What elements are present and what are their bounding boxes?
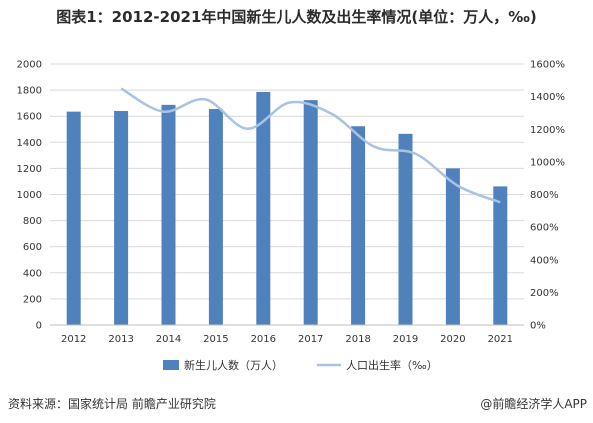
y-right-tick-label: 1000%	[530, 157, 565, 168]
bar	[114, 110, 129, 325]
y-left-tick-label: 1600	[17, 112, 42, 123]
legend-label-births: 新生儿人数（万人）	[184, 358, 283, 372]
y-left-tick-label: 1400	[17, 138, 42, 149]
x-tick-label: 2014	[156, 334, 181, 345]
y-left-tick-label: 0	[36, 321, 42, 332]
bar	[208, 109, 223, 326]
x-axis: 2012 2013 2014 2015 2016 2017 2018 2019 2020 2021	[50, 324, 524, 345]
y-right-tick-label: 200%	[530, 288, 559, 299]
y-left-tick-label: 400	[23, 268, 42, 279]
bar	[493, 186, 508, 325]
x-tick-label: 2015	[203, 334, 228, 345]
birth-rate-line	[120, 87, 501, 204]
bar	[303, 100, 318, 325]
y-right-tick-label: 1200%	[530, 125, 565, 136]
x-tick-label: 2021	[488, 334, 513, 345]
y-axis-right: 0% 200% 400% 600% 800% 1000% 1200% 1400% 1600%	[530, 60, 565, 332]
x-tick-label: 2013	[108, 334, 133, 345]
y-right-tick-label: 1400%	[530, 92, 565, 103]
y-right-tick-label: 800%	[530, 190, 559, 201]
line-series	[120, 87, 501, 204]
y-left-tick-label: 1200	[17, 164, 42, 175]
legend-bar-swatch	[163, 360, 179, 370]
x-tick-label: 2016	[251, 334, 276, 345]
y-left-tick-label: 1000	[17, 190, 42, 201]
y-left-tick-label: 200	[23, 294, 42, 305]
y-left-tick-label: 2000	[17, 60, 42, 71]
y-right-tick-label: 1600%	[530, 60, 565, 71]
y-left-tick-label: 600	[23, 242, 42, 253]
y-right-tick-label: 600%	[530, 223, 559, 234]
x-tick-label: 2019	[393, 334, 418, 345]
y-right-tick-label: 400%	[530, 255, 559, 266]
x-tick-label: 2012	[61, 334, 86, 345]
bar	[351, 126, 366, 325]
credit-note: @前瞻经济学人APP	[480, 397, 587, 411]
legend-label-birth-rate: 人口出生率（‰）	[346, 358, 438, 372]
bar-series	[66, 91, 508, 326]
x-tick-label: 2017	[298, 334, 323, 345]
source-note: 资料来源：国家统计局 前瞻产业研究院	[8, 397, 216, 411]
bar	[66, 111, 81, 325]
bar	[256, 91, 271, 325]
bar	[161, 104, 176, 325]
legend: 新生儿人数（万人） 人口出生率（‰）	[163, 358, 438, 372]
bar	[445, 168, 460, 325]
y-right-tick-label: 0%	[530, 321, 546, 332]
bar	[398, 133, 413, 325]
x-tick-label: 2018	[345, 334, 370, 345]
chart-title: 图表1：2012-2021年中国新生儿人数及出生率情况(单位：万人，‰)	[56, 8, 537, 26]
y-left-tick-label: 1800	[17, 86, 42, 97]
y-axis-left: 0 200 400 600 800 1000 1200 1400 1600 1800 2000	[17, 60, 42, 332]
x-tick-label: 2020	[440, 334, 465, 345]
y-left-tick-label: 800	[23, 216, 42, 227]
